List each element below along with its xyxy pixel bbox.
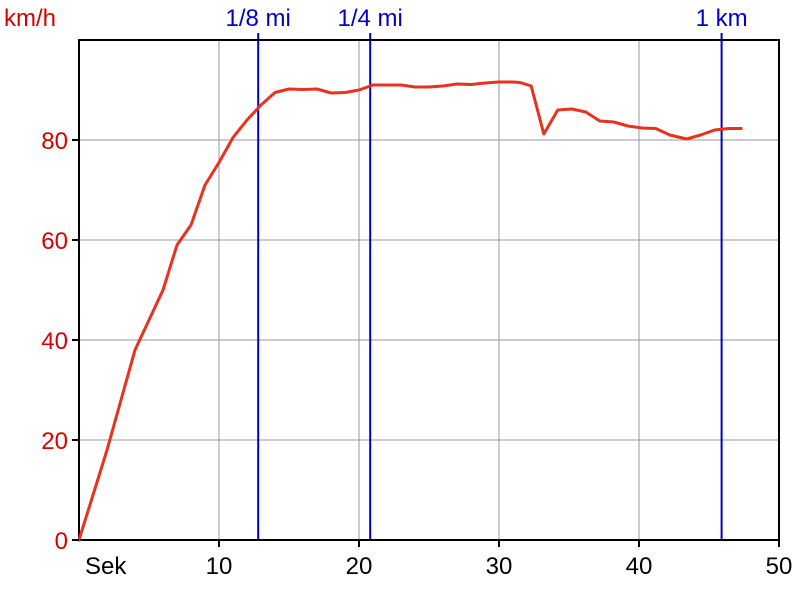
x-axis-unit-label: Sek (85, 553, 127, 580)
distance-markers: 1/8 mi 1/4 mi 1 km (226, 5, 748, 540)
y-axis-unit-label: km/h (4, 5, 56, 32)
speed-line (77, 80, 743, 542)
y-tick-label: 60 (41, 228, 68, 255)
x-tick-label: 10 (206, 553, 233, 580)
plot-area-background (79, 40, 779, 540)
tick-labels: 10 20 30 40 50 0 20 40 60 80 (41, 128, 792, 580)
x-tick-label: 50 (766, 553, 793, 580)
x-tick-label: 20 (346, 553, 373, 580)
distance-marker-label: 1/4 mi (338, 5, 403, 32)
grid-lines (79, 40, 779, 540)
plot-frame (78, 39, 780, 541)
y-tick-label: 40 (41, 328, 68, 355)
distance-marker-label: 1/8 mi (226, 5, 291, 32)
y-tick-label: 80 (41, 128, 68, 155)
distance-marker-label: 1 km (696, 5, 748, 32)
x-tick-label: 40 (626, 553, 653, 580)
speed-series (77, 80, 743, 542)
y-tick-label: 0 (55, 528, 68, 555)
y-tick-label: 20 (41, 428, 68, 455)
x-tick-label: 30 (486, 553, 513, 580)
